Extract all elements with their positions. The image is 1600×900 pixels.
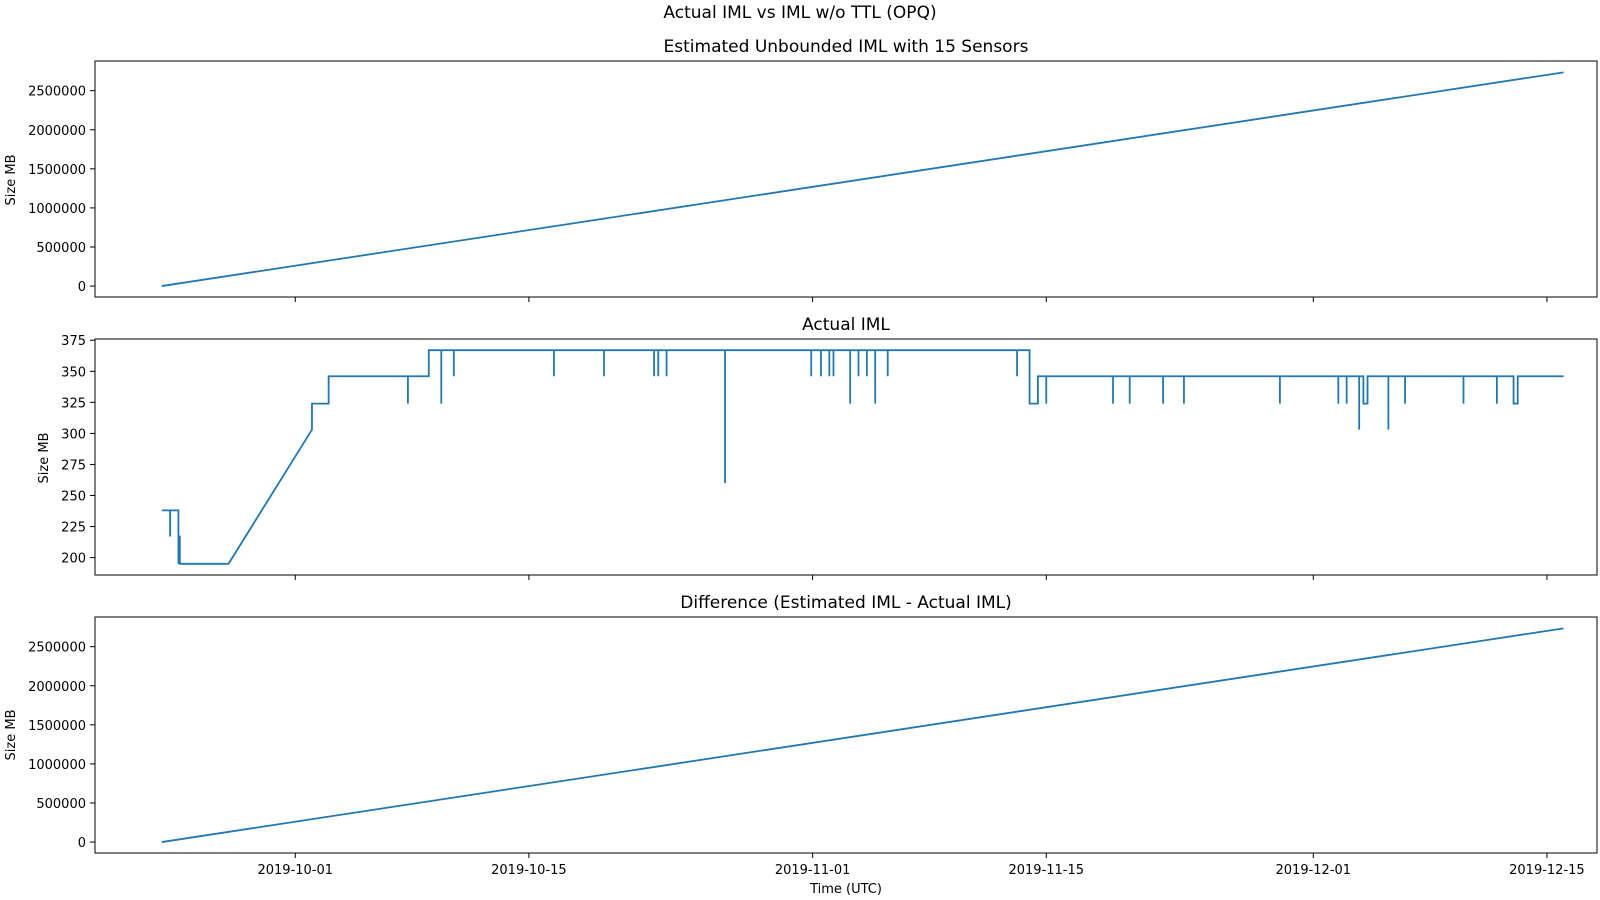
y-tick-label: 300 xyxy=(61,427,86,442)
y-tick-label: 275 xyxy=(61,458,86,473)
series-line xyxy=(161,71,1564,287)
subplot-estimated: Estimated Unbounded IML with 15 Sensors … xyxy=(4,37,1598,302)
y-tick-label: 0 xyxy=(78,280,86,295)
x-tick-label: 2019-11-15 xyxy=(1008,863,1084,878)
x-tick-label: 2019-11-01 xyxy=(775,863,851,878)
x-tick-label: 2019-10-15 xyxy=(491,863,567,878)
figure-title: Actual IML vs IML w/o TTL (OPQ) xyxy=(663,3,936,23)
x-tick-label: 2019-12-01 xyxy=(1276,863,1352,878)
y-axis-label: Size MB xyxy=(4,155,19,206)
y-tick-label: 2000000 xyxy=(28,680,86,695)
x-axis-label: Time (UTC) xyxy=(809,882,882,897)
subplot-difference: Difference (Estimated IML - Actual IML) … xyxy=(4,593,1598,878)
y-tick-label: 375 xyxy=(61,334,86,349)
y-tick-label: 0 xyxy=(78,836,86,851)
y-tick-label: 2500000 xyxy=(28,85,86,100)
subplot-title: Difference (Estimated IML - Actual IML) xyxy=(680,593,1012,613)
y-axis-label: Size MB xyxy=(37,433,52,484)
y-tick-label: 2000000 xyxy=(28,124,86,139)
x-tick-label: 2019-12-15 xyxy=(1509,863,1585,878)
subplot-actual: Actual IML Size MB 200 225 250 275 300 325 350… xyxy=(37,315,1598,580)
y-tick-label: 250 xyxy=(61,490,86,505)
plot-frame xyxy=(94,616,1598,854)
y-tick-label: 225 xyxy=(61,521,86,536)
y-tick-label: 1500000 xyxy=(28,163,86,178)
series-line xyxy=(161,627,1564,843)
y-tick-label: 1000000 xyxy=(28,758,86,773)
series-line xyxy=(161,349,1564,565)
y-tick-label: 500000 xyxy=(36,241,86,256)
y-tick-label: 2500000 xyxy=(28,641,86,656)
plot-frame xyxy=(94,338,1598,576)
subplot-title: Estimated Unbounded IML with 15 Sensors xyxy=(664,37,1029,57)
y-tick-label: 200 xyxy=(61,552,86,567)
plot-frame xyxy=(94,60,1598,298)
x-tick-label: 2019-10-01 xyxy=(257,863,333,878)
y-tick-label: 1000000 xyxy=(28,202,86,217)
y-tick-label: 500000 xyxy=(36,797,86,812)
y-tick-label: 350 xyxy=(61,365,86,380)
y-tick-label: 325 xyxy=(61,396,86,411)
subplot-title: Actual IML xyxy=(802,315,890,335)
y-axis-label: Size MB xyxy=(4,710,19,761)
y-tick-label: 1500000 xyxy=(28,719,86,734)
